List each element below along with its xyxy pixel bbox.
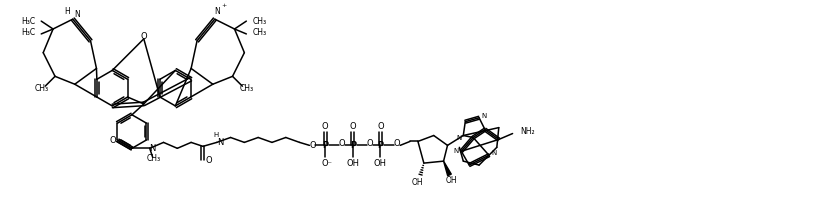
Text: O: O [110,136,116,145]
Text: O: O [394,139,401,148]
Text: H: H [213,132,218,138]
Text: N: N [482,113,487,119]
Text: N: N [74,10,79,19]
Text: H₃C: H₃C [21,17,36,26]
Text: O: O [309,141,316,150]
Text: O: O [206,156,212,165]
Text: OH: OH [412,178,424,187]
Text: P: P [322,141,328,150]
Text: O: O [140,32,147,41]
Text: N: N [217,138,224,147]
Text: NH₂: NH₂ [520,127,535,136]
Text: O: O [366,139,373,148]
Text: O: O [349,122,356,131]
Text: N: N [491,150,496,156]
Text: N: N [214,7,220,16]
Text: O: O [339,139,345,148]
Text: CH₃: CH₃ [252,17,267,26]
Text: H: H [64,7,69,16]
Text: O: O [377,122,384,131]
Text: OH: OH [346,159,359,168]
Text: O: O [322,122,329,131]
Text: N: N [150,144,156,153]
Text: +: + [221,3,226,8]
Text: OH: OH [446,176,458,185]
Text: N: N [457,135,462,141]
Text: O⁻: O⁻ [321,159,333,168]
Text: CH₃: CH₃ [146,154,161,163]
Text: N: N [453,148,459,154]
Text: CH₃: CH₃ [240,84,254,93]
Text: OH: OH [374,159,387,168]
Text: P: P [349,141,356,150]
Text: H₃C: H₃C [21,28,36,37]
Text: CH₃: CH₃ [34,84,48,93]
Text: P: P [377,141,383,150]
Polygon shape [444,161,451,176]
Text: CH₃: CH₃ [252,28,267,37]
